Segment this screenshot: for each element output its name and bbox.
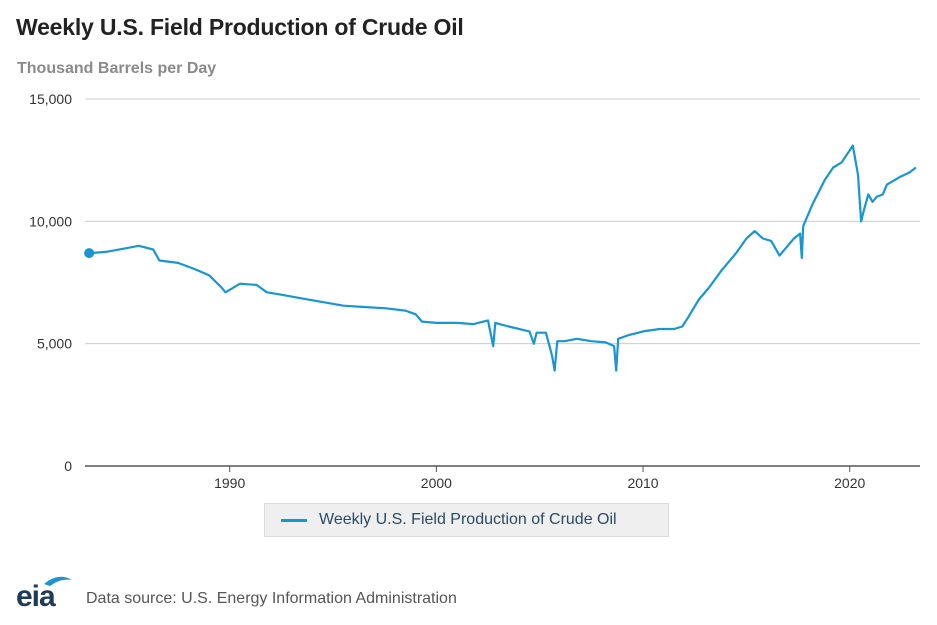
y-tick-label: 15,000 bbox=[29, 91, 72, 107]
series-layer bbox=[84, 144, 917, 372]
legend-label: Weekly U.S. Field Production of Crude Oi… bbox=[319, 511, 617, 528]
data-point[interactable] bbox=[84, 248, 95, 259]
x-tick-label: 1990 bbox=[214, 475, 245, 491]
axes: 0 5,000 10,000 15,000 1990 2000 2010 2020 bbox=[29, 91, 920, 491]
x-tick-label: 2010 bbox=[627, 475, 658, 491]
series-line[interactable] bbox=[89, 144, 917, 372]
data-source-note: Data source: U.S. Energy Information Adm… bbox=[86, 590, 457, 607]
eia-logo-icon: eia bbox=[16, 576, 72, 612]
chart-title: Weekly U.S. Field Production of Crude Oi… bbox=[16, 14, 464, 40]
legend-swatch bbox=[281, 518, 307, 522]
grid-lines bbox=[85, 98, 920, 345]
svg-text:eia: eia bbox=[16, 580, 56, 612]
x-tick-label: 2000 bbox=[421, 475, 452, 491]
y-tick-label: 10,000 bbox=[29, 213, 72, 229]
y-tick-label: 0 bbox=[64, 458, 72, 474]
legend[interactable]: Weekly U.S. Field Production of Crude Oi… bbox=[264, 503, 669, 537]
chart-subtitle: Thousand Barrels per Day bbox=[17, 60, 217, 77]
y-tick-label: 5,000 bbox=[37, 336, 72, 352]
x-tick-label: 2020 bbox=[834, 475, 865, 491]
